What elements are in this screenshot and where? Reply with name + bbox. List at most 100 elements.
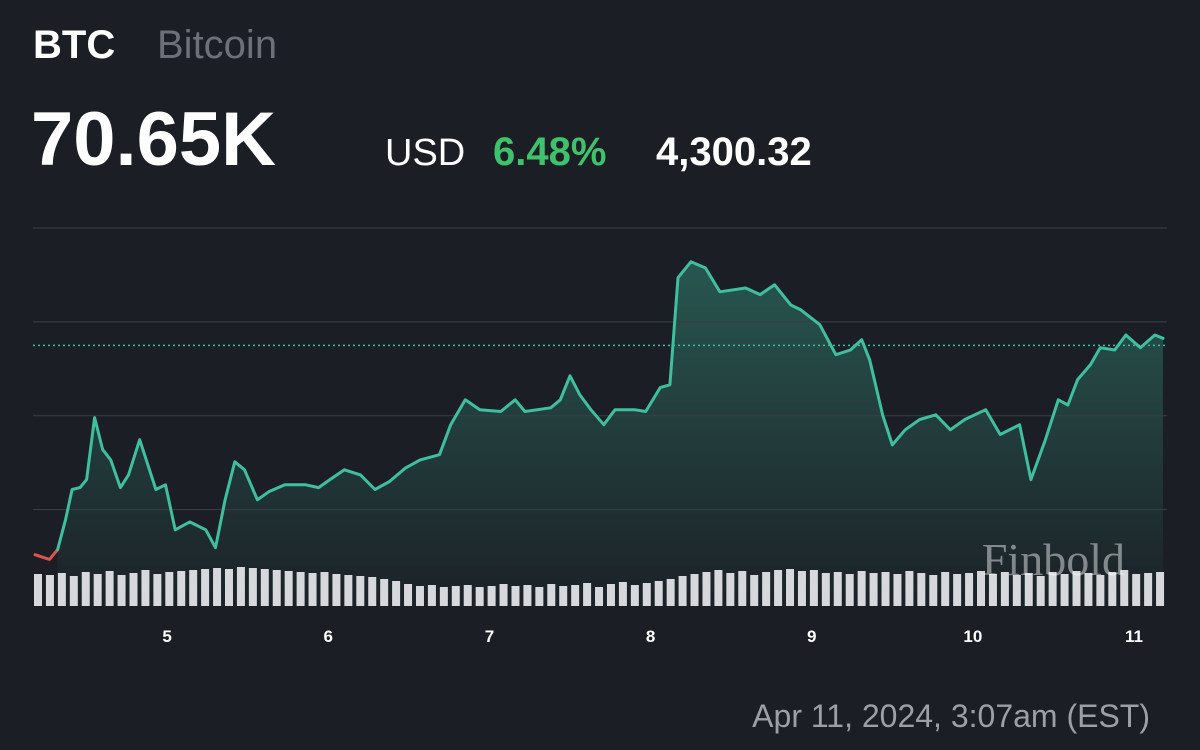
- volume-bar: [1036, 576, 1045, 606]
- volume-bar: [165, 572, 174, 606]
- volume-bar: [213, 568, 222, 606]
- volume-bar: [595, 587, 604, 606]
- volume-bar: [762, 572, 771, 606]
- volume-bar: [1084, 573, 1093, 606]
- volume-bar: [547, 584, 556, 606]
- volume-bar: [690, 574, 699, 606]
- volume-bar: [618, 582, 627, 606]
- volume-bar: [105, 571, 114, 606]
- x-tick-label: 5: [162, 627, 171, 646]
- volume-bar: [499, 584, 508, 606]
- volume-bar: [1120, 570, 1129, 606]
- volume-bar: [296, 572, 305, 606]
- volume-bar: [929, 575, 938, 606]
- volume-bar: [344, 575, 353, 606]
- volume-bar: [881, 572, 890, 606]
- volume-bar: [81, 572, 90, 606]
- volume-bar: [809, 570, 818, 606]
- volume-bar: [368, 577, 377, 606]
- area: [57, 261, 1164, 606]
- price: 70.65K: [31, 97, 276, 182]
- volume-bar: [917, 573, 926, 606]
- volume-bar: [427, 585, 436, 606]
- volume-bar: [475, 587, 484, 606]
- volume-bar: [535, 587, 544, 606]
- timestamp: Apr 11, 2024, 3:07am (EST): [752, 698, 1150, 734]
- volume-bar: [117, 575, 126, 606]
- volume-bar: [988, 574, 997, 606]
- volume-bar: [678, 576, 687, 606]
- volume-bar: [284, 571, 293, 606]
- volume-bar: [404, 584, 413, 606]
- volume-bar: [236, 567, 245, 606]
- volume-bar: [654, 581, 663, 606]
- volume-bar: [439, 587, 448, 606]
- volume-bar: [523, 585, 532, 606]
- volume-bar: [57, 573, 66, 606]
- volume-bar: [272, 570, 281, 606]
- volume-bar: [559, 586, 568, 606]
- volume-bar: [511, 586, 520, 606]
- volume-bar: [1048, 572, 1057, 606]
- volume-bar: [1072, 571, 1081, 606]
- volume-bar: [642, 583, 651, 606]
- volume-bar: [34, 574, 42, 606]
- volume-bar: [1144, 573, 1153, 606]
- volume-bar: [308, 573, 317, 606]
- volume-bar: [93, 574, 102, 606]
- volume-bar: [1000, 572, 1009, 606]
- volume-bar: [451, 586, 460, 606]
- volume-bar: [797, 571, 806, 606]
- volume-bar: [1096, 575, 1105, 606]
- volume-bar: [750, 575, 759, 606]
- volume-bar: [392, 581, 401, 606]
- volume-bar: [666, 579, 675, 606]
- volume-bar: [738, 571, 747, 606]
- volume-bar: [248, 568, 257, 606]
- volume-bar: [129, 573, 138, 606]
- volume-bar: [415, 586, 424, 606]
- volume-bar: [1060, 574, 1069, 606]
- volume-bar: [487, 586, 496, 606]
- volume-bar: [606, 584, 615, 606]
- volume-bar: [845, 574, 854, 606]
- x-tick-label: 6: [324, 627, 333, 646]
- volume-bar: [630, 585, 639, 606]
- volume-bar: [463, 585, 472, 606]
- volume-bar: [702, 572, 711, 606]
- volume-bar: [977, 571, 986, 606]
- change: 4,300.32: [656, 130, 812, 174]
- x-tick-label: 10: [963, 627, 982, 646]
- volume-bar: [380, 579, 389, 606]
- volume-bar: [320, 572, 329, 606]
- volume-bar: [893, 574, 902, 606]
- volume-bar: [141, 570, 150, 606]
- volume-bar: [857, 571, 866, 606]
- volume-bar: [571, 585, 580, 606]
- volume-bar: [774, 570, 783, 606]
- volume-bar: [726, 573, 735, 606]
- volume-bar: [953, 574, 962, 606]
- volume-bar: [45, 575, 54, 606]
- price-line: [56, 260, 1165, 552]
- watermark: Finbold: [982, 534, 1125, 585]
- volume-bar: [260, 569, 269, 606]
- volume-bar: [1024, 573, 1033, 606]
- volume-bar: [153, 574, 162, 606]
- volume-bar: [583, 583, 592, 606]
- volume-bar: [201, 569, 210, 606]
- price-line: [33, 548, 60, 561]
- asset-name: Bitcoin: [157, 23, 277, 67]
- volume-bar: [941, 572, 950, 606]
- plot-area: 5 6 7 8 9 10 11: [33, 227, 1167, 646]
- volume-bar: [356, 576, 365, 606]
- volume-bar: [1156, 572, 1165, 606]
- volume-bar: [1012, 575, 1021, 606]
- volume-bar: [1132, 574, 1141, 606]
- volume-bar: [224, 569, 233, 606]
- volume-bar: [189, 570, 198, 606]
- symbol: BTC: [33, 23, 115, 67]
- volume-bar: [1108, 572, 1117, 606]
- volume-bar: [786, 569, 795, 606]
